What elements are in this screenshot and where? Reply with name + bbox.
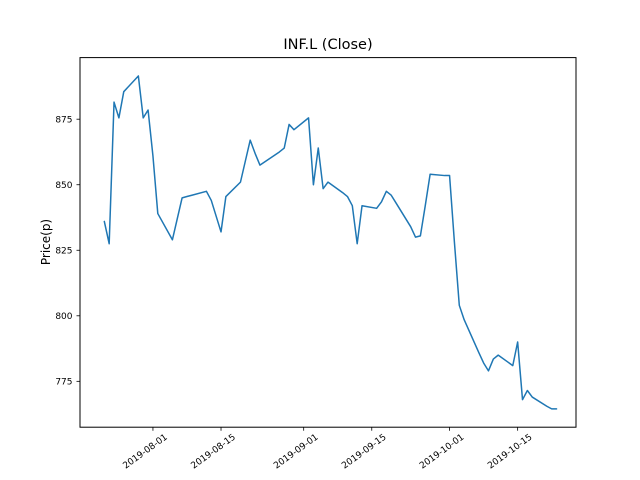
y-tick-label: 875 [55, 115, 72, 125]
y-tick-label: 850 [55, 181, 72, 191]
plot-layer: 775 800 825 850 875 2019-08-01 2019-08-15 2019-… [55, 75, 558, 472]
x-tick-label: 2019-10-15 [486, 433, 534, 472]
x-tick-label: 2019-08-15 [190, 433, 238, 472]
x-tick-label: 2019-08-01 [122, 433, 170, 472]
y-axis-label: Price(p) [39, 219, 53, 265]
x-tick-label: 2019-09-01 [272, 433, 320, 472]
x-tick-label: 2019-09-15 [340, 433, 388, 472]
y-tick-label: 825 [55, 246, 72, 256]
x-tick-label: 2019-10-01 [418, 433, 466, 472]
chart-title: INF.L (Close) [283, 37, 372, 53]
y-tick-label: 775 [55, 378, 72, 388]
axes-frame [79, 57, 577, 428]
close-price-line [103, 75, 558, 410]
y-tick-label: 800 [55, 312, 72, 322]
